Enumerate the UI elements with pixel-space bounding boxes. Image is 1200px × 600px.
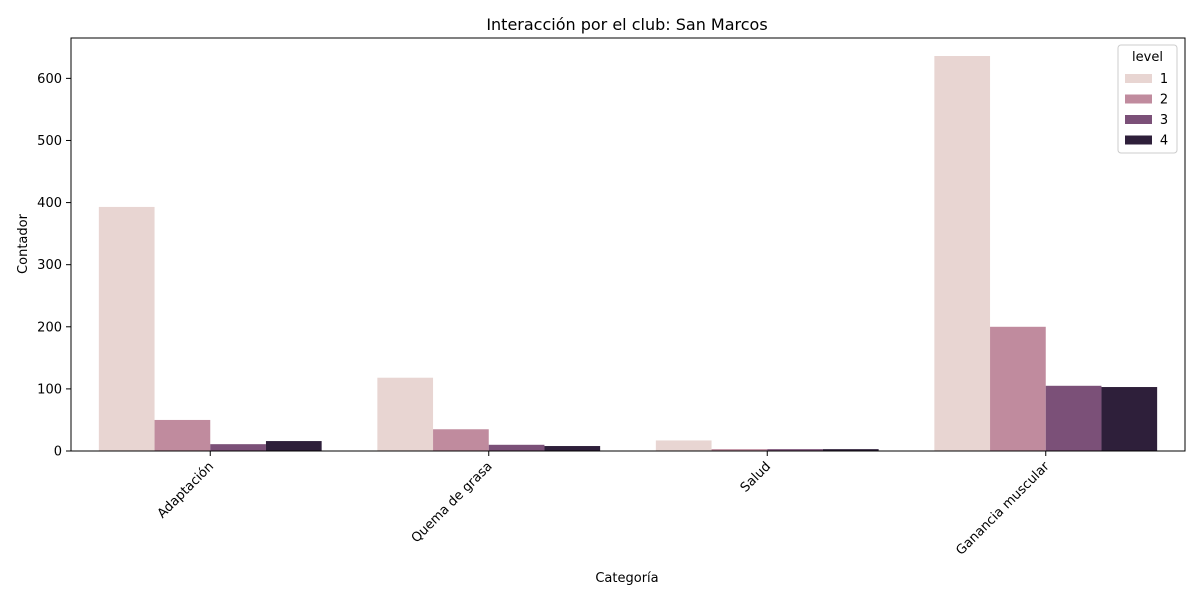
y-tick-label: 400	[37, 196, 62, 211]
bar-quema-de-grasa-level-2	[433, 429, 489, 451]
legend-label-3: 3	[1160, 113, 1168, 128]
legend: level 1 2 3 4	[1117, 44, 1178, 154]
y-tick-label: 300	[37, 258, 62, 273]
bar-ganancia-muscular-level-4	[1101, 387, 1158, 451]
legend-title: level	[1132, 50, 1163, 65]
y-axis-label: Contador	[16, 213, 31, 274]
x-axis-label: Categoría	[595, 571, 658, 586]
x-tick-label: Salud	[738, 459, 774, 495]
bar-salud-level-3	[767, 449, 823, 451]
x-tick-label: Quema de grasa	[409, 459, 496, 546]
bar-salud-level-4	[822, 449, 879, 451]
legend-swatch-2	[1125, 94, 1152, 104]
axes-frame	[70, 37, 1186, 452]
y-tick-label: 100	[37, 382, 62, 397]
bar-salud-level-2	[711, 449, 768, 451]
legend-swatch-1	[1125, 74, 1152, 83]
bar-quema-de-grasa-level-4	[544, 446, 601, 451]
legend-label-4: 4	[1160, 134, 1168, 149]
bar-quema-de-grasa-level-3	[488, 444, 545, 451]
bar-adaptación-level-2	[154, 419, 211, 451]
bar-quema-de-grasa-level-1	[377, 377, 434, 451]
legend-swatch-4	[1125, 135, 1152, 145]
y-tick-label: 0	[54, 445, 62, 460]
bar-ganancia-muscular-level-3	[1045, 385, 1102, 451]
bar-adaptación-level-1	[98, 206, 155, 451]
plot-area: 0 100 200 300 400 500 600 Adaptación Quema de gr…	[37, 37, 1186, 559]
chart-title: Interacción por el club: San Marcos	[486, 15, 767, 34]
bar-adaptación-level-4	[265, 441, 322, 451]
y-tick-label: 600	[37, 72, 62, 87]
bar-ganancia-muscular-level-2	[990, 326, 1046, 451]
x-tick-label: Ganancia muscular	[953, 459, 1053, 559]
legend-label-1: 1	[1160, 72, 1168, 87]
legend-swatch-3	[1125, 115, 1152, 124]
y-tick-label: 200	[37, 320, 62, 335]
legend-label-2: 2	[1160, 93, 1168, 108]
y-tick-label: 500	[37, 134, 62, 149]
x-tick-label: Adaptación	[155, 459, 217, 521]
bar-ganancia-muscular-level-1	[934, 56, 991, 451]
bar-salud-level-1	[655, 440, 712, 451]
bar-adaptación-level-3	[210, 444, 266, 451]
